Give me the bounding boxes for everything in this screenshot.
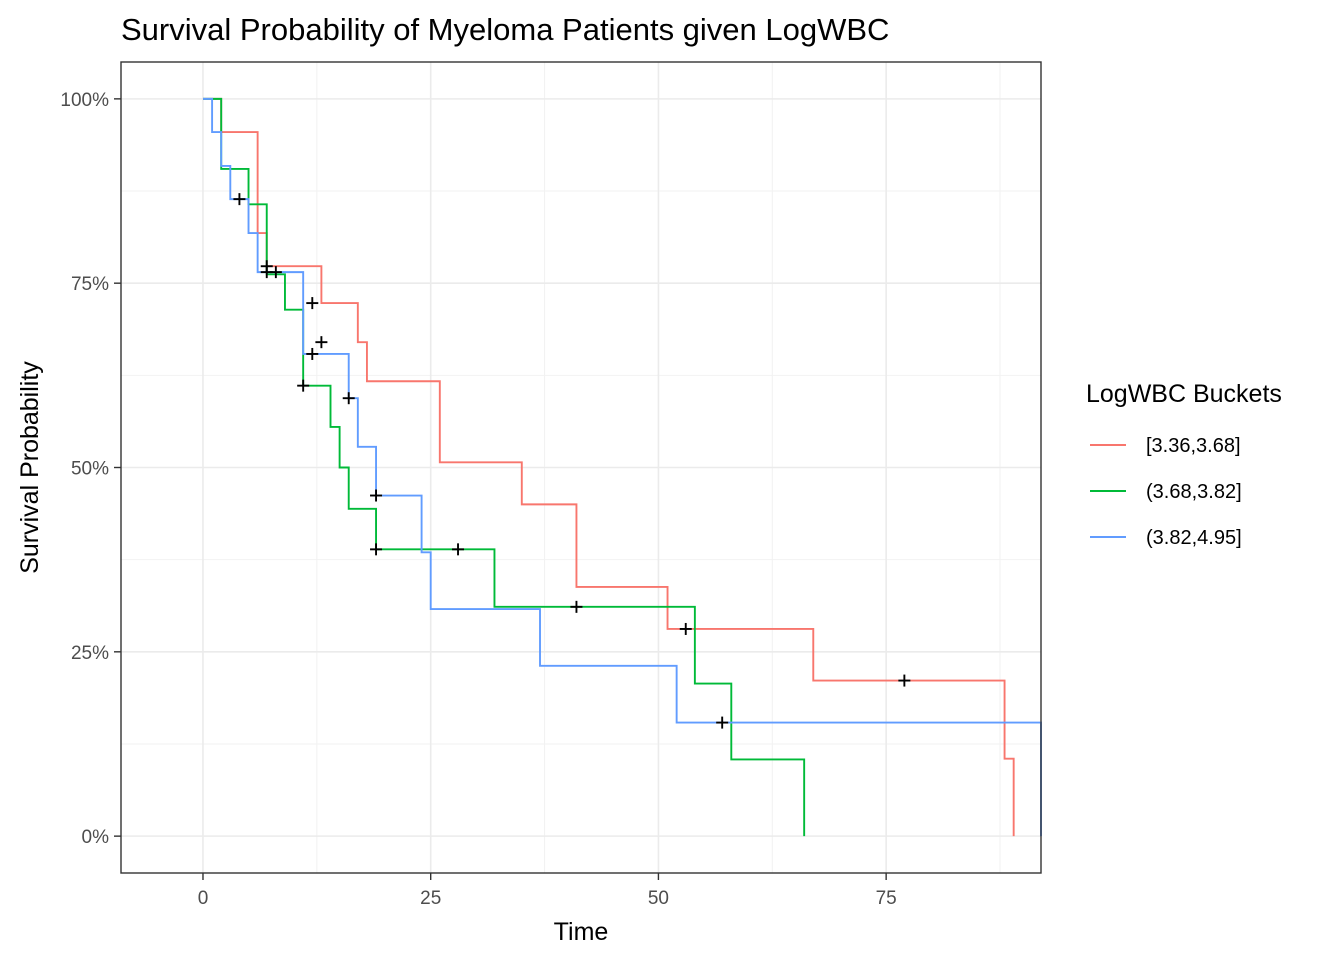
legend: LogWBC Buckets [3.36,3.68] (3.68,3.82] (3.… (1086, 380, 1282, 549)
censor-mark (370, 489, 383, 502)
censor-mark (452, 543, 465, 556)
censor-mark (315, 336, 328, 349)
y-tick-label: 50% (71, 459, 109, 480)
censor-mark (233, 193, 246, 206)
censor-mark (342, 392, 355, 405)
y-tick-label: 75% (71, 274, 109, 295)
censor-mark (570, 600, 583, 613)
censor-mark (370, 543, 383, 556)
x-tick-label: 0 (198, 888, 209, 909)
censor-mark (898, 674, 911, 687)
censor-mark (269, 266, 282, 279)
y-tick-label: 0% (82, 827, 110, 848)
chart-title: Survival Probability of Myeloma Patients… (121, 12, 889, 47)
grid (121, 62, 1041, 873)
axes: 0 25 50 75 0% 25% 50% 75% 100% (60, 90, 896, 909)
x-tick-label: 50 (648, 888, 669, 909)
legend-items: [3.36,3.68] (3.68,3.82] (3.82,4.95] (1090, 435, 1242, 549)
censor-mark (679, 622, 692, 635)
y-axis-title: Survival Probability (16, 361, 44, 574)
censor-mark (306, 347, 319, 360)
censor-mark (716, 716, 729, 729)
y-tick-label: 100% (60, 90, 109, 111)
legend-label-2: (3.82,4.95] (1146, 527, 1242, 549)
legend-label-0: [3.36,3.68] (1146, 435, 1241, 457)
x-tick-label: 25 (420, 888, 441, 909)
legend-label-1: (3.68,3.82] (1146, 481, 1242, 503)
censor-mark (306, 297, 319, 310)
x-axis-title: Time (554, 918, 609, 946)
series-line-0 (202, 97, 1015, 837)
censor-mark (297, 379, 310, 392)
y-tick-label: 25% (71, 643, 109, 664)
series-line-1 (202, 97, 806, 837)
legend-title: LogWBC Buckets (1086, 380, 1282, 408)
censor-marks (233, 193, 911, 729)
x-tick-label: 75 (876, 888, 897, 909)
